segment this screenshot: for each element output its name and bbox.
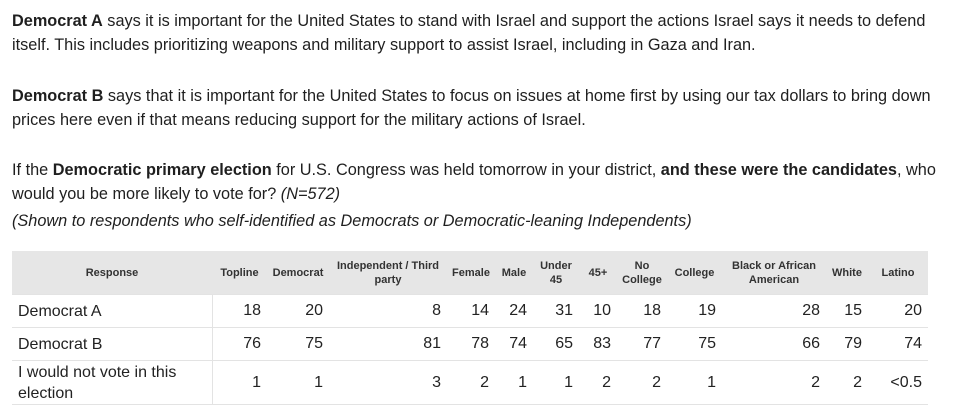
column-header: College [674, 266, 715, 279]
table-cell: 76 [212, 327, 267, 361]
respondent-note: (Shown to respondents who self-identifie… [12, 212, 692, 230]
column-header: Female [452, 266, 490, 279]
democrat-b-text: says that it is important for the United… [12, 87, 931, 129]
column-header: Response [85, 266, 139, 279]
question-bold-candidates: and these were the candidates [660, 161, 897, 179]
table-cell: 79 [826, 327, 868, 361]
table-cell: 10 [579, 294, 617, 328]
table-cell: 20 [267, 294, 329, 328]
table-cell: 3 [329, 360, 447, 405]
table-cell: 75 [667, 327, 722, 361]
column-header: Male [501, 266, 527, 279]
democrat-a-name: Democrat A [12, 12, 103, 30]
response-label: Democrat A [12, 294, 213, 328]
table-cell: 1 [267, 360, 329, 405]
table-cell: 74 [868, 327, 928, 361]
table-cell: 24 [495, 294, 533, 328]
column-header: Latino [881, 266, 915, 279]
question-pre: If the [12, 161, 53, 179]
table-cell: 14 [447, 294, 495, 328]
question-mid: for U.S. Congress was held tomorrow in y… [271, 161, 661, 179]
democrat-a-text: says it is important for the United Stat… [12, 12, 926, 54]
table-cell: 28 [722, 294, 826, 328]
table-cell: 18 [617, 294, 667, 328]
table-cell: 1 [212, 360, 267, 405]
table-cell: 83 [579, 327, 617, 361]
question-bold-election: Democratic primary election [52, 161, 272, 179]
column-header: Black or African American [732, 259, 816, 286]
table-cell: 1 [667, 360, 722, 405]
table-cell: 66 [722, 327, 826, 361]
table-cell: 15 [826, 294, 868, 328]
column-header: White [832, 266, 862, 279]
column-header: No College [622, 259, 662, 286]
table-cell: 78 [447, 327, 495, 361]
question-text: If the Democratic primary election for U… [12, 158, 942, 206]
table-cell: 18 [212, 294, 267, 328]
column-header: 45+ [588, 266, 608, 279]
table-row: I would not vote in this election 1 1 3 2 1 1 2… [12, 360, 928, 405]
column-header: Democrat [272, 266, 324, 279]
column-header: Independent / Third party [336, 259, 440, 286]
table-body: Democrat A 18 20 8 14 24 31 10 18 19 28 15 20 Democra… [12, 294, 928, 405]
table-row: Democrat B 76 75 81 78 74 65 83 77 75 66 79 74 [12, 327, 928, 361]
column-header: Under 45 [540, 259, 572, 286]
table-cell: 8 [329, 294, 447, 328]
democrat-a-description: Democrat A says it is important for the … [12, 9, 942, 57]
table-cell: 65 [533, 327, 579, 361]
table-cell: 31 [533, 294, 579, 328]
question-post: , who would you be more likely to vote f… [12, 161, 936, 203]
table-cell: 77 [617, 327, 667, 361]
table-cell: 74 [495, 327, 533, 361]
table-row: Democrat A 18 20 8 14 24 31 10 18 19 28 15 20 [12, 294, 928, 328]
table-cell: 19 [667, 294, 722, 328]
table-cell: 2 [722, 360, 826, 405]
table-cell: 2 [579, 360, 617, 405]
table-cell: 75 [267, 327, 329, 361]
table-cell: 2 [826, 360, 868, 405]
table-cell: 20 [868, 294, 928, 328]
response-label: Democrat B [12, 327, 213, 361]
democrat-b-description: Democrat B says that it is important for… [12, 84, 942, 132]
results-table: Response Topline Democrat Independent / Thi… [12, 251, 928, 405]
table-cell: 1 [533, 360, 579, 405]
table-cell: 2 [617, 360, 667, 405]
response-label: I would not vote in this election [12, 360, 213, 405]
column-header: Topline [220, 266, 259, 279]
table-header-row: Response Topline Democrat Independent / Thi… [12, 251, 928, 295]
table-cell: <0.5 [868, 360, 928, 405]
table-cell: 1 [495, 360, 533, 405]
sample-size: (N=572) [280, 185, 341, 203]
democrat-b-name: Democrat B [12, 87, 104, 105]
table-cell: 81 [329, 327, 447, 361]
table-cell: 2 [447, 360, 495, 405]
